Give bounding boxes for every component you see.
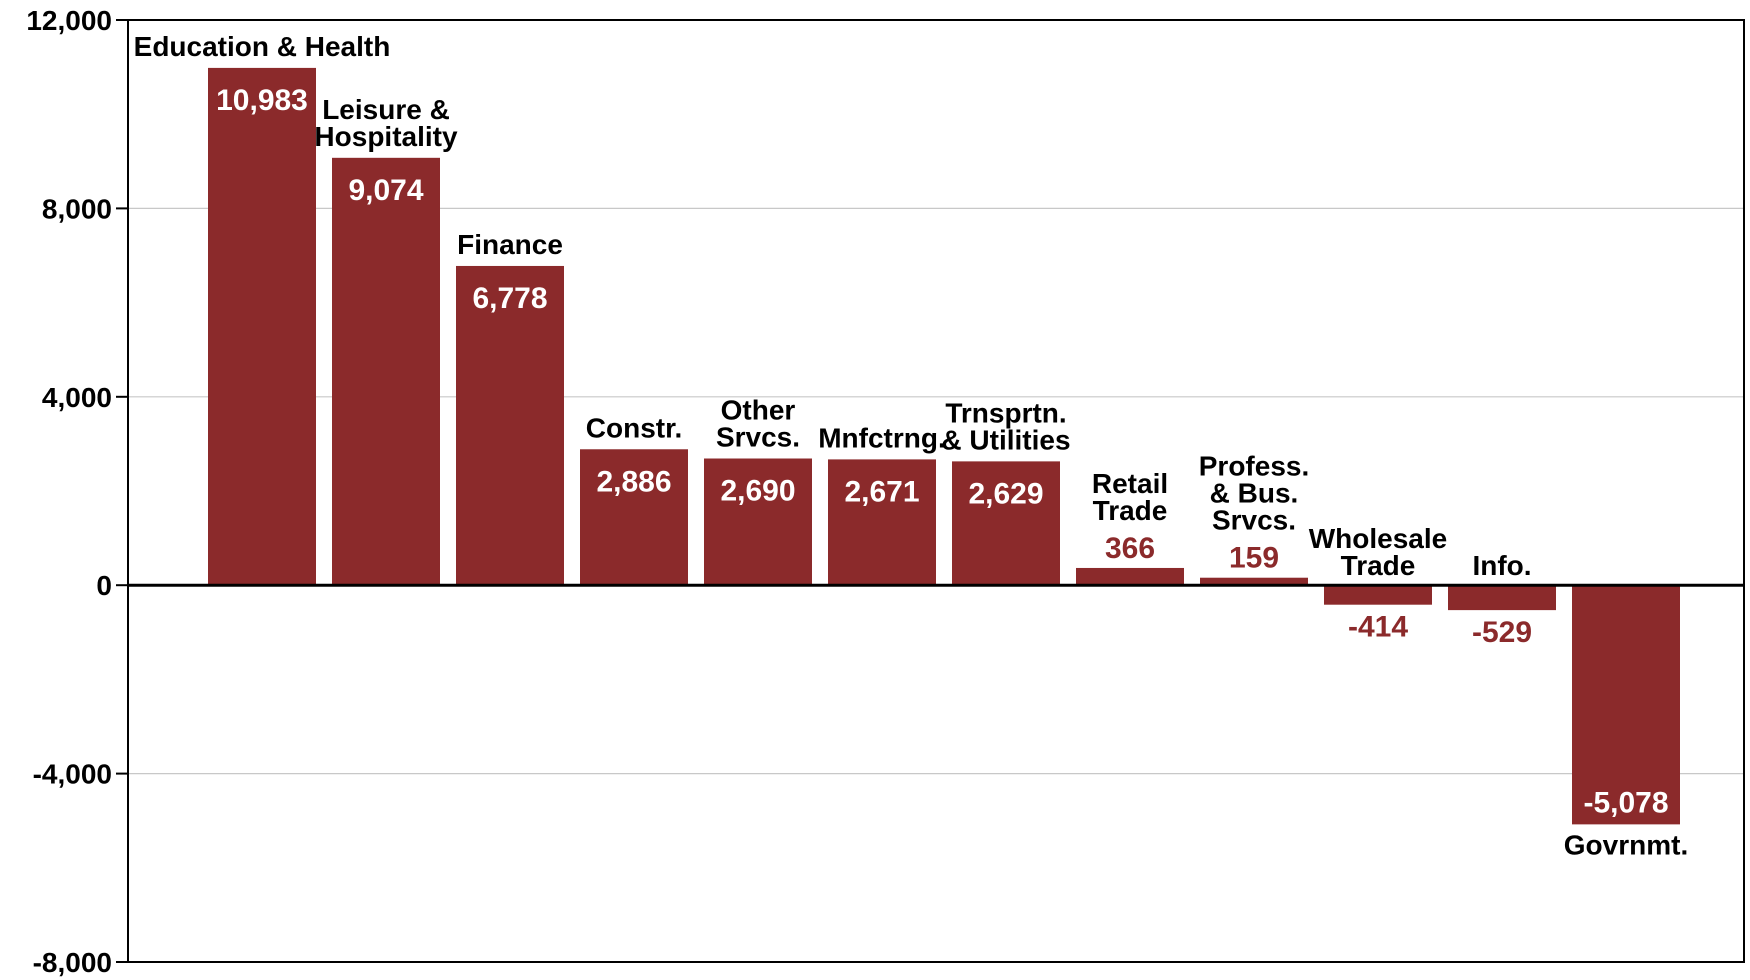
- axes: [116, 19, 1745, 963]
- data-label: -529: [1472, 616, 1532, 649]
- bar: [952, 461, 1060, 586]
- category-label: Leisure &: [322, 94, 450, 125]
- category-label: Govrnmt.: [1564, 829, 1688, 860]
- bar: [456, 265, 564, 586]
- bar: [332, 157, 440, 586]
- data-label: 2,671: [844, 475, 919, 508]
- plot-frame: [127, 19, 1745, 963]
- category-label: Other: [721, 395, 796, 426]
- bar: [208, 67, 316, 586]
- bar: [1076, 567, 1184, 586]
- data-label: -5,078: [1583, 786, 1668, 819]
- category-label: & Bus.: [1210, 478, 1299, 509]
- bars: [208, 67, 1680, 825]
- bar: [580, 449, 688, 586]
- data-label: 2,886: [596, 465, 671, 498]
- category-label: Retail: [1092, 468, 1168, 499]
- y-tick-label: 12,000: [26, 5, 112, 36]
- labels: -8,000 -4,000 0 4,000 8,000 12,000 10,983 Educa…: [26, 5, 1688, 978]
- y-tick-label: 0: [96, 570, 112, 601]
- data-label: 9,074: [348, 174, 423, 207]
- category-label: & Utilities: [941, 424, 1070, 455]
- y-tick-label: 8,000: [42, 193, 112, 224]
- data-label: 6,778: [472, 282, 547, 315]
- category-label: Info.: [1472, 550, 1531, 581]
- bar: [1572, 585, 1680, 825]
- category-label: Trade: [1093, 495, 1168, 526]
- bar: [828, 459, 936, 586]
- bar: [1448, 585, 1556, 611]
- category-label: Hospitality: [314, 121, 458, 152]
- data-label: 366: [1105, 532, 1155, 565]
- category-label: Education & Health: [134, 31, 391, 62]
- category-label: Trnsprtn.: [945, 397, 1066, 428]
- data-label: 2,690: [720, 475, 795, 508]
- bar: [1324, 585, 1432, 605]
- data-label: 2,629: [968, 477, 1043, 510]
- category-label: Wholesale: [1309, 523, 1447, 554]
- bar: [704, 458, 812, 586]
- data-label: -414: [1348, 611, 1408, 644]
- category-label: Srvcs.: [716, 422, 800, 453]
- category-label: Finance: [457, 229, 563, 260]
- category-label: Srvcs.: [1212, 505, 1296, 536]
- bar: [1200, 577, 1308, 586]
- data-label: 10,983: [216, 84, 308, 117]
- category-label: Profess.: [1199, 451, 1310, 482]
- y-tick-label: -8,000: [33, 947, 112, 978]
- category-label: Mnfctrng.: [818, 422, 946, 453]
- category-label: Constr.: [586, 412, 682, 443]
- y-tick-label: 4,000: [42, 382, 112, 413]
- category-label: Trade: [1341, 550, 1416, 581]
- data-label: 159: [1229, 542, 1279, 575]
- y-tick-label: -4,000: [33, 759, 112, 790]
